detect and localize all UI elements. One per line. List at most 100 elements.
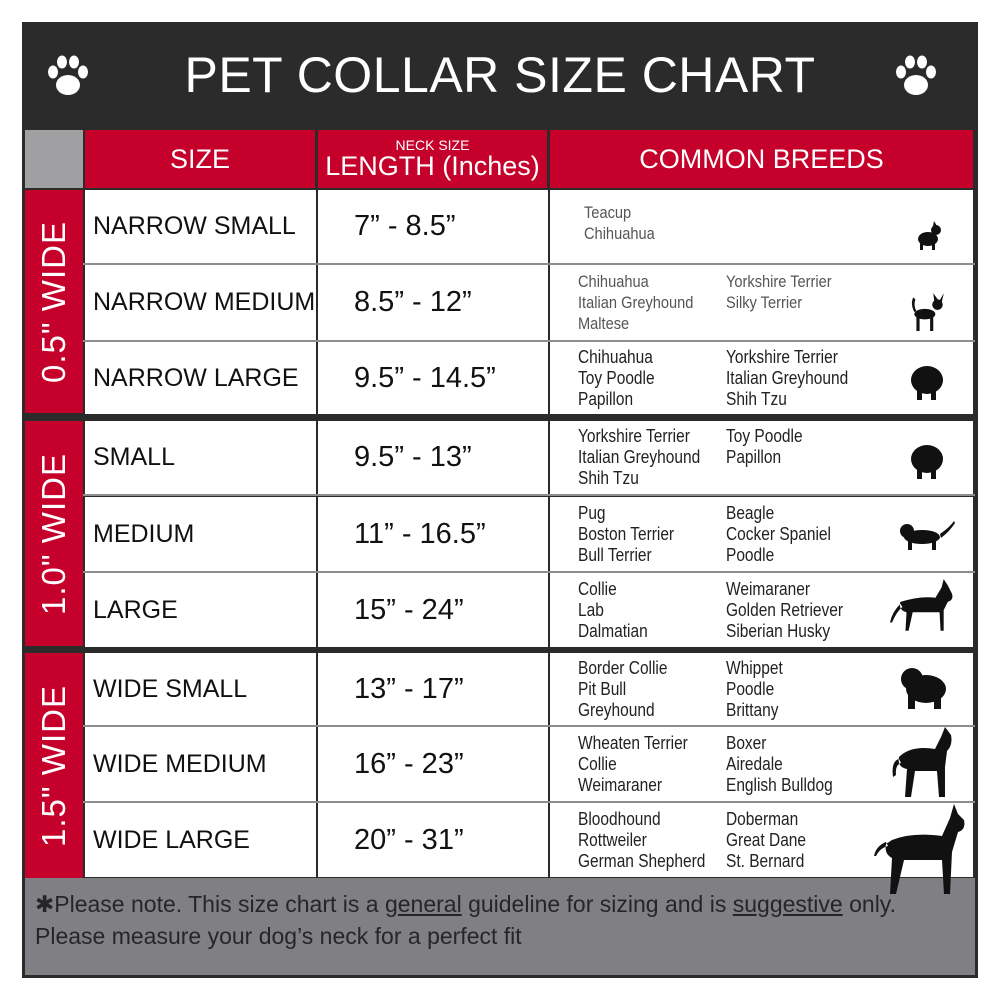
length-cell: 7” - 8.5” — [318, 190, 548, 263]
breed-name: Pug — [578, 502, 606, 523]
breeds-cell: Chihuahua Italian Greyhound Maltese Yorkshi… — [550, 265, 973, 340]
column-header-size-label: SIZE — [169, 143, 230, 174]
breed-name: Rottweiler — [578, 829, 647, 850]
footer-note: ✱Please note. This size chart is a gener… — [25, 878, 975, 975]
shepherd-silhouette-icon — [890, 579, 953, 631]
breeds-list-left: Wheaten Terrier Collie Weimaraner — [578, 733, 688, 796]
size-label: WIDE LARGE — [93, 825, 250, 854]
row-divider — [83, 571, 975, 573]
breed-name: Collie — [578, 578, 617, 599]
size-label: NARROW SMALL — [93, 212, 296, 240]
breed-name: Chihuahua — [584, 223, 655, 243]
breeds-list-left: Pug Boston Terrier Bull Terrier — [578, 503, 674, 566]
breeds-cell: Yorkshire Terrier Italian Greyhound Shih T… — [550, 421, 973, 494]
chart-title: PET COLLAR SIZE CHART — [184, 47, 816, 103]
breed-name: Yorkshire Terrier — [578, 426, 690, 446]
length-cell: 16” - 23” — [318, 727, 548, 801]
breed-name: Italian Greyhound — [578, 293, 694, 312]
column-header-length-label: LENGTH (Inches) — [325, 150, 540, 181]
length-value: 13” - 17” — [354, 672, 464, 705]
breed-name: Shih Tzu — [578, 468, 639, 488]
length-value: 8.5” - 12” — [354, 286, 472, 318]
breeds-list-right: Beagle Cocker Spaniel Poodle — [726, 503, 831, 566]
size-cell: WIDE LARGE — [85, 803, 316, 877]
breed-name: Weimaraner — [578, 774, 663, 795]
breed-name: Airedale — [726, 753, 783, 774]
breed-name: Brittany — [726, 699, 779, 720]
length-cell: 8.5” - 12” — [318, 265, 548, 340]
breed-name: Yorkshire Terrier — [726, 272, 832, 291]
row-divider — [83, 801, 975, 803]
breeds-list-right: Toy Poodle Papillon — [726, 426, 803, 468]
size-label: WIDE SMALL — [93, 674, 248, 703]
size-label: WIDE MEDIUM — [93, 749, 267, 778]
group-label-0-5-wide: 0.5" WIDE — [25, 190, 83, 413]
breed-name: German Shepherd — [578, 850, 706, 871]
breed-name: Great Dane — [726, 829, 807, 850]
breeds-list-right: Doberman Great Dane St. Bernard — [726, 809, 806, 872]
breed-name: Toy Poodle — [578, 367, 655, 388]
breed-name: Collie — [578, 753, 617, 774]
breed-name: Wheaten Terrier — [578, 732, 688, 753]
paw-print-icon — [48, 55, 88, 95]
column-header-length: NECK SIZE LENGTH (Inches) — [318, 130, 547, 188]
breed-name: Cocker Spaniel — [726, 523, 831, 544]
size-label: MEDIUM — [93, 519, 195, 548]
doberman-silhouette-icon — [874, 804, 965, 894]
length-cell: 9.5” - 13” — [318, 421, 548, 494]
length-cell: 11” - 16.5” — [318, 497, 548, 571]
length-value: 11” - 16.5” — [354, 517, 486, 550]
chihuahua-silhouette-icon — [911, 293, 944, 331]
breed-name: Golden Retriever — [726, 599, 844, 620]
size-label: LARGE — [93, 595, 178, 624]
length-value: 16” - 23” — [354, 747, 464, 780]
breeds-list-right: Yorkshire Terrier Silky Terrier — [726, 271, 832, 313]
size-cell: NARROW MEDIUM — [85, 265, 316, 340]
breeds-list-left: Chihuahua Italian Greyhound Maltese — [578, 271, 693, 334]
size-label: NARROW MEDIUM — [93, 288, 316, 316]
breed-name: Greyhound — [578, 699, 655, 720]
breed-name: Chihuahua — [578, 346, 653, 367]
breed-name: Siberian Husky — [726, 620, 831, 641]
breeds-cell: Chihuahua Toy Poodle Papillon Yorkshire Ter… — [550, 342, 973, 414]
breed-name: Weimaraner — [726, 578, 811, 599]
pitbull-silhouette-icon — [892, 727, 952, 797]
length-cell: 20” - 31” — [318, 803, 548, 877]
column-header-breeds: COMMON BREEDS — [550, 130, 973, 188]
breed-name: Italian Greyhound — [726, 367, 849, 388]
breed-name: Poodle — [726, 678, 775, 699]
breed-name: Shih Tzu — [726, 388, 787, 409]
row-divider — [83, 263, 975, 265]
bulldog-silhouette-icon — [901, 668, 946, 709]
breeds-list-right: Weimaraner Golden Retriever Siberian Husky — [726, 579, 843, 642]
breeds-list-left: Bloodhound Rottweiler German Shepherd — [578, 809, 705, 872]
dachshund-silhouette-icon — [900, 521, 955, 550]
breed-name: Doberman — [726, 808, 799, 829]
pomeranian-silhouette-icon — [911, 366, 943, 400]
group-label-1-5-wide: 1.5" WIDE — [25, 653, 83, 878]
paw-print-icon — [896, 55, 936, 95]
row-divider — [83, 725, 975, 727]
breeds-list-left: Border Collie Pit Bull Greyhound — [578, 658, 667, 721]
breed-name: Papillon — [726, 447, 782, 467]
breed-name: Bull Terrier — [578, 544, 652, 565]
breed-name: Teacup — [584, 202, 632, 222]
column-header-size: SIZE — [85, 130, 315, 188]
size-cell: WIDE MEDIUM — [85, 727, 316, 801]
yorkie-silhouette-icon — [918, 221, 941, 250]
breed-name: Poodle — [726, 544, 775, 565]
breeds-cell: Pug Boston Terrier Bull Terrier Beagle Cocke… — [550, 497, 973, 571]
row-divider — [83, 340, 975, 342]
breed-name: Yorkshire Terrier — [726, 346, 838, 367]
breed-name: Beagle — [726, 502, 775, 523]
breed-name: Maltese — [578, 314, 630, 333]
length-cell: 13” - 17” — [318, 653, 548, 725]
breed-name: St. Bernard — [726, 850, 805, 871]
breed-name: Italian Greyhound — [578, 447, 701, 467]
underlined-general: general — [384, 891, 462, 917]
size-chart: PET COLLAR SIZE CHART SIZE NECK SIZE LEN… — [22, 22, 978, 978]
size-cell: MEDIUM — [85, 497, 316, 571]
column-header-length-sublabel: NECK SIZE — [395, 136, 470, 153]
size-label: SMALL — [93, 443, 175, 471]
breed-name: Papillon — [578, 388, 634, 409]
